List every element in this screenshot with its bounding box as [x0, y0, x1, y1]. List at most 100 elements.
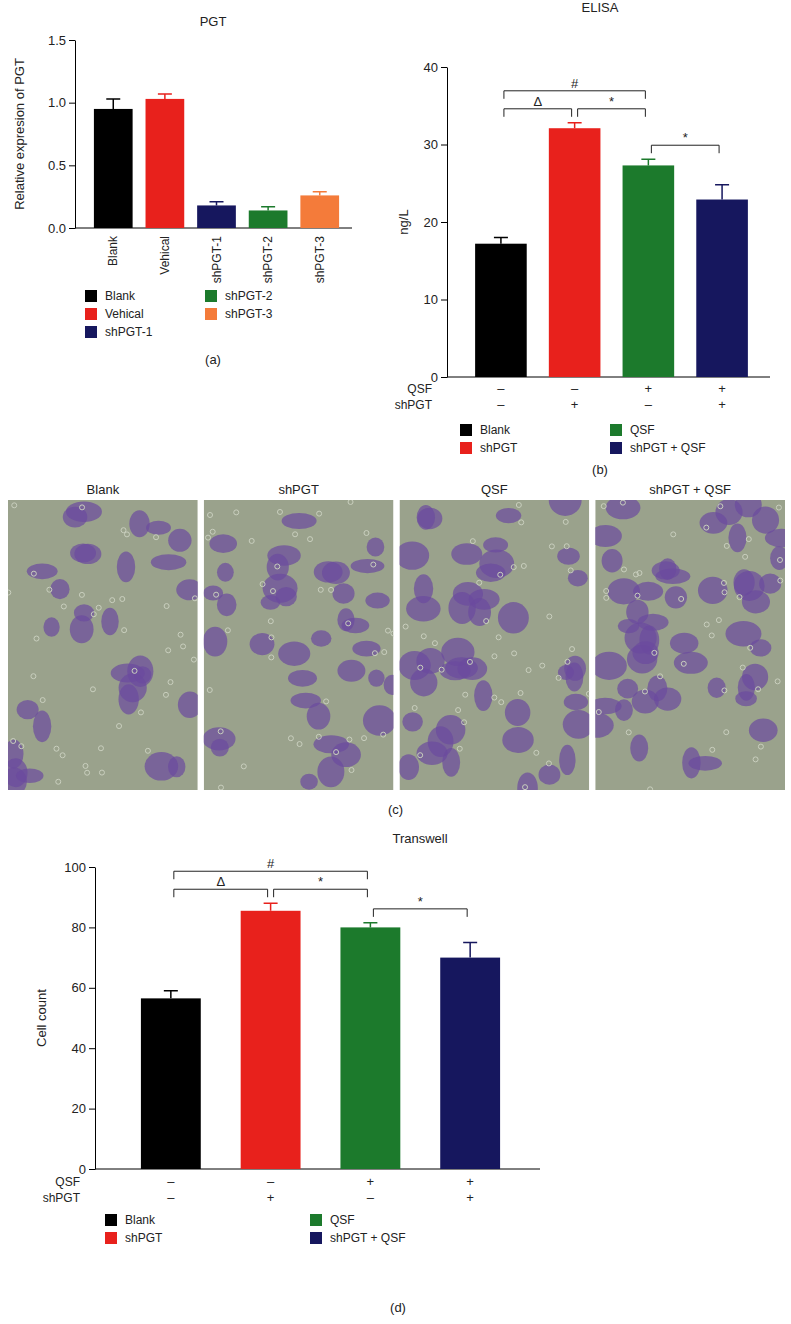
- cell-blob: [502, 727, 533, 753]
- pore: [565, 659, 570, 664]
- y-tick: 40: [72, 1041, 95, 1056]
- legend-swatch: [310, 1214, 322, 1226]
- tick-label: 80: [72, 920, 86, 935]
- cell-blob: [50, 579, 69, 599]
- cell-blob: [288, 670, 317, 687]
- pore: [635, 593, 640, 598]
- legend-label: Blank: [105, 289, 136, 303]
- tick-label: 1.0: [48, 95, 66, 110]
- cell-blob: [626, 600, 648, 624]
- treatment-label: shPGT: [395, 398, 433, 412]
- cell-blob: [363, 705, 394, 736]
- pore: [412, 705, 417, 710]
- significance-bracket: [504, 109, 572, 117]
- legend-label: shPGT: [480, 441, 518, 455]
- pore: [709, 633, 714, 638]
- pore: [746, 537, 751, 542]
- cell-blob: [539, 764, 561, 784]
- cell-blob: [602, 549, 623, 572]
- cell-blob: [617, 679, 638, 699]
- pore: [347, 737, 352, 742]
- pore: [418, 665, 423, 670]
- pore: [288, 736, 293, 741]
- treatment-sign: +: [645, 381, 653, 396]
- pore: [132, 668, 137, 673]
- legend-swatch: [105, 1232, 117, 1244]
- cell-blob: [117, 552, 135, 583]
- pore: [208, 513, 213, 518]
- panel-caption: (d): [390, 1300, 406, 1315]
- y-axis-title: Cell count: [34, 989, 49, 1047]
- pore: [138, 710, 143, 715]
- pore: [334, 750, 339, 755]
- pore: [521, 563, 526, 568]
- pore: [122, 628, 127, 633]
- pore: [586, 691, 589, 696]
- pore: [724, 730, 729, 735]
- cell-blob: [367, 537, 385, 556]
- pore: [98, 746, 103, 751]
- panel-caption: (b): [592, 462, 608, 477]
- pore: [124, 532, 129, 537]
- bar: [146, 99, 185, 228]
- pore: [775, 679, 780, 684]
- bar: [249, 210, 288, 228]
- cell-blob: [342, 618, 370, 634]
- legend-label: shPGT-3: [225, 307, 273, 321]
- cell-blob: [728, 524, 746, 553]
- bar: [197, 205, 236, 228]
- tick-mark: [89, 1048, 95, 1049]
- pore: [596, 710, 601, 715]
- tick-label: 20: [424, 215, 438, 230]
- cell-blob: [178, 692, 198, 718]
- treatment-sign: –: [645, 397, 653, 412]
- pore: [90, 687, 95, 692]
- cell-blob: [263, 574, 298, 603]
- cell-blob: [742, 590, 770, 613]
- micrograph: [400, 500, 590, 790]
- pore: [737, 595, 742, 600]
- treatment-sign: –: [367, 1190, 375, 1205]
- pore: [511, 565, 516, 570]
- pore: [570, 647, 575, 652]
- cell-blob: [352, 641, 380, 657]
- cell-blob: [647, 675, 667, 701]
- pore: [207, 688, 212, 693]
- legend-label: Blank: [480, 423, 511, 437]
- tick-mark: [69, 103, 75, 104]
- pore: [620, 500, 625, 505]
- pore: [8, 590, 11, 595]
- cell-blob: [564, 694, 588, 711]
- pore: [60, 753, 65, 758]
- y-tick: 0.0: [48, 221, 75, 236]
- y-tick: 1.5: [48, 33, 75, 48]
- axis-line: [95, 868, 96, 1170]
- cell-blob: [168, 529, 191, 552]
- cell-blob: [549, 500, 582, 516]
- pore: [492, 654, 497, 659]
- pore: [297, 742, 302, 747]
- pore: [218, 729, 223, 734]
- legend-swatch: [460, 442, 472, 454]
- cell-blob: [313, 735, 349, 753]
- pore: [163, 692, 168, 697]
- pore: [642, 689, 647, 694]
- treatment-sign: +: [718, 397, 726, 412]
- legend-label: QSF: [330, 1213, 355, 1227]
- cell-blob: [317, 756, 344, 787]
- tick-mark: [441, 67, 447, 68]
- pore: [214, 592, 219, 597]
- pore: [178, 632, 183, 637]
- bar: [300, 195, 339, 228]
- legend-item: shPGT + QSF: [310, 1231, 405, 1245]
- micrograph-background: [400, 500, 590, 790]
- cell-blob: [742, 664, 768, 691]
- tick-mark: [89, 927, 95, 928]
- cell-blob: [27, 564, 58, 580]
- pore: [260, 582, 265, 587]
- y-tick: 10: [424, 292, 447, 307]
- significance-label: *: [418, 894, 423, 909]
- pore: [270, 589, 275, 594]
- pore: [498, 572, 503, 577]
- legend-label: Blank: [125, 1213, 156, 1227]
